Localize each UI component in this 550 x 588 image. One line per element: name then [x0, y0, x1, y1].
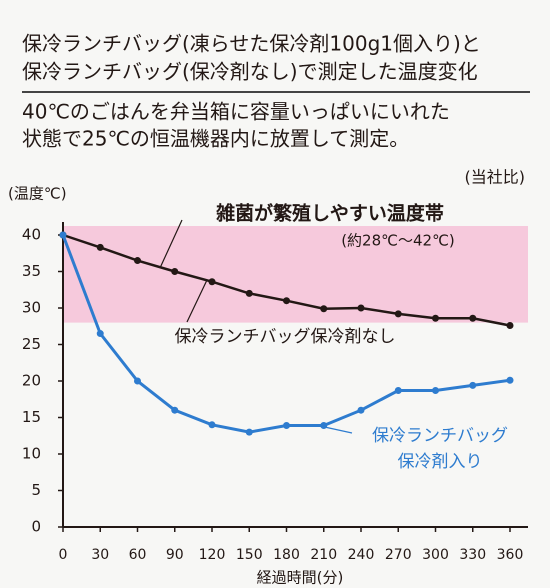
data-point — [171, 268, 179, 275]
data-point — [171, 406, 179, 414]
x-axis-label: 経過時間(分) — [257, 569, 344, 587]
y-tick-label: 30 — [22, 299, 41, 317]
note: (当社比) — [465, 168, 526, 187]
x-tick-label: 180 — [273, 547, 300, 563]
temperature-band — [63, 226, 528, 323]
data-point — [506, 322, 514, 330]
y-tick-label: 35 — [22, 262, 41, 280]
data-point — [245, 289, 253, 297]
data-point — [134, 377, 141, 385]
subtitle-line: 状態で25℃の恒温機器内に放置して測定。 — [22, 127, 409, 151]
title-line: 保冷ランチバッグ(凍らせた保冷剤100g1個入り)と — [22, 32, 481, 56]
y-tick-label: 0 — [31, 518, 41, 536]
x-tick-label: 150 — [236, 547, 263, 563]
x-tick-label: 210 — [310, 547, 337, 563]
series-label: 保冷ランチバッグ保冷剤なし — [175, 327, 396, 347]
x-tick-label: 90 — [166, 547, 184, 563]
data-point — [469, 314, 477, 322]
data-point — [134, 257, 141, 265]
data-point — [506, 376, 514, 384]
y-tick-label: 40 — [22, 226, 41, 244]
data-point — [96, 330, 104, 338]
band-label: 雑菌が繁殖しやすい温度帯 — [215, 202, 444, 225]
title-line: 保冷ランチバッグ(保冷剤なし)で測定した温度変化 — [22, 60, 478, 84]
x-tick-label: 360 — [497, 547, 524, 563]
x-tick-label: 240 — [348, 547, 375, 563]
data-point — [357, 304, 365, 312]
x-tick-label: 0 — [59, 547, 68, 563]
y-axis-label: (温度℃) — [8, 185, 67, 203]
leader-line — [159, 219, 183, 269]
data-point — [59, 231, 67, 239]
data-point — [320, 305, 328, 313]
data-point — [283, 297, 290, 305]
y-tick-label: 25 — [22, 335, 41, 353]
x-tick-label: 60 — [129, 547, 147, 563]
data-point — [357, 406, 365, 414]
data-point — [469, 381, 477, 389]
y-tick-label: 10 — [22, 445, 41, 463]
x-tick-label: 300 — [422, 547, 449, 563]
series-label: 保冷剤入り — [398, 452, 483, 472]
data-point — [283, 422, 290, 430]
data-point — [245, 428, 253, 436]
x-tick-label: 120 — [199, 547, 226, 563]
x-tick-label: 270 — [385, 547, 412, 563]
y-tick-label: 5 — [31, 481, 41, 499]
data-point — [394, 386, 402, 394]
subtitle-line: 40℃のごはんを弁当箱に容量いっぱいにいれた — [22, 100, 450, 124]
data-point — [208, 421, 216, 429]
data-point — [432, 314, 439, 322]
data-point — [432, 386, 439, 394]
leader-line — [186, 279, 208, 323]
x-tick-label: 330 — [459, 547, 486, 563]
series-label: 保冷ランチバッグ — [372, 426, 508, 446]
y-tick-label: 20 — [22, 372, 41, 390]
band-range-label: (約28℃～42℃) — [341, 232, 455, 250]
x-tick-label: 30 — [91, 547, 109, 563]
data-point — [96, 243, 104, 251]
data-point — [394, 310, 402, 318]
y-tick-label: 15 — [22, 408, 41, 426]
data-point — [208, 278, 216, 286]
data-point — [320, 422, 328, 430]
